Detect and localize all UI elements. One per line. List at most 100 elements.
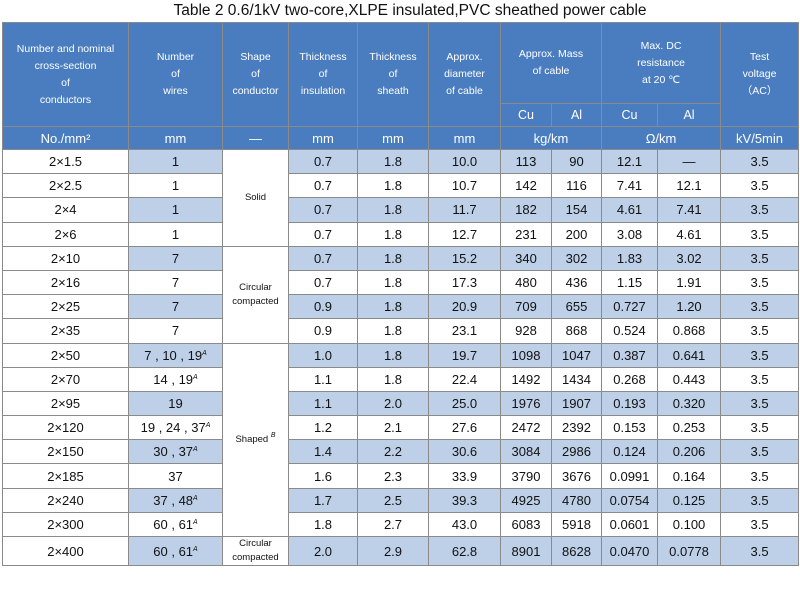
header-line: of — [318, 68, 328, 80]
voltage-cell: 3.5 — [720, 221, 800, 247]
res-al-cell: 1.20 — [657, 294, 722, 320]
sheath-cell: 2.3 — [357, 463, 429, 489]
header-line: Thickness — [299, 51, 347, 63]
mass-cu-cell: 1098 — [500, 342, 552, 368]
wires-cell: 7 — [128, 269, 223, 296]
table-row: 2×35 7 0.9 1.8 23.1 928 868 0.524 0.868 3.5 — [2, 318, 800, 344]
mass-al-cell: 655 — [550, 294, 603, 320]
diameter-cell: 22.4 — [428, 366, 501, 392]
sheath-cell: 1.8 — [357, 173, 429, 199]
res-cu-cell: 0.0991 — [601, 463, 659, 489]
table-row: 2×1.5 1 Solid 0.7 1.8 10.0 113 90 12.1—3.5 — [2, 148, 800, 247]
header-subrow: Cu Al Cu Al — [3, 103, 799, 127]
shape-cell: Solid — [222, 149, 289, 247]
header-line: cross-section — [34, 59, 97, 72]
res-cu-cell: 0.124 — [601, 439, 659, 465]
mass-cu-cell: 3790 — [500, 463, 552, 489]
wires-value: 7 — [171, 299, 180, 315]
section-cell: 2×2.5 — [2, 173, 129, 199]
section-cell: 2×4 — [2, 197, 129, 223]
voltage-cell: 3.5 — [720, 342, 800, 368]
diameter-cell: 62.8 — [428, 536, 501, 566]
mass-cu-cell: 928 — [500, 318, 552, 344]
insulation-cell: 1.6 — [288, 463, 358, 489]
mass-al-cell: 90 — [550, 148, 603, 175]
sheath-cell: 2.5 — [357, 487, 429, 513]
diameter-cell: 33.9 — [428, 463, 501, 489]
res-cu-cell: 0.0470 — [601, 536, 659, 566]
header-res-al: Al — [657, 103, 722, 127]
mass-al-cell: 2986 — [550, 439, 603, 465]
insulation-cell: 1.8 — [288, 511, 358, 538]
wires-value: 60 , 61 — [153, 516, 194, 532]
diameter-cell: 27.6 — [428, 415, 501, 441]
res-al-cell: 0.125 — [657, 487, 722, 513]
diameter-cell: 39.3 — [428, 487, 501, 513]
unit-mass: kg/km — [499, 126, 603, 150]
shape-label: Solid — [244, 191, 267, 203]
sheath-cell: 2.9 — [357, 536, 429, 566]
header-mass: Approx. Mass of cable — [499, 22, 603, 104]
section-cell: 2×300 — [2, 511, 129, 538]
header-line: of — [251, 68, 260, 80]
cable-spec-table: Number and nominal cross-section of conduct… — [2, 22, 800, 566]
header-line: Approx. — [446, 51, 483, 63]
shape-cell: Circular compacted — [222, 536, 289, 566]
voltage-cell: 3.5 — [720, 366, 800, 392]
diameter-cell: 25.0 — [428, 390, 501, 417]
diameter-cell: 10.0 — [428, 148, 501, 175]
res-al-cell: 0.0778 — [657, 536, 722, 566]
header-line: sheath — [377, 85, 409, 97]
insulation-cell: 2.0 — [288, 536, 358, 566]
table-row: 2×240 37 , 48A 1.7 2.5 39.3 4925 4780 0.0754 0.1… — [2, 487, 800, 513]
insulation-cell: 1.0 — [288, 342, 358, 368]
wires-value: 7 , 10 , 19 — [144, 347, 203, 363]
header-line: conductors — [39, 93, 92, 106]
sheath-cell: 1.8 — [357, 269, 429, 296]
insulation-cell: 1.4 — [288, 439, 358, 465]
voltage-cell: 3.5 — [720, 390, 800, 417]
header-line: of — [61, 76, 70, 89]
section-cell: 2×240 — [2, 487, 129, 513]
sheath-cell: 2.0 — [357, 390, 429, 417]
shape-cell: Circular compacted — [222, 245, 289, 344]
shape-label: Shaped — [235, 433, 269, 445]
insulation-cell: 0.9 — [288, 318, 358, 344]
voltage-cell: 3.5 — [720, 245, 800, 271]
res-cu-cell: 1.83 — [601, 245, 659, 271]
insulation-cell: 1.7 — [288, 487, 358, 513]
insulation-cell: 0.7 — [288, 221, 358, 247]
table-row: 2×95 19 1.1 2.0 25.0 1976 1907 0.193 0.320 3.5 — [2, 390, 800, 417]
res-cu-cell: 0.0601 — [601, 511, 659, 538]
header-line: Approx. Mass — [518, 48, 584, 60]
header-row: Number and nominal cross-section of conduct… — [2, 22, 800, 127]
voltage-cell: 3.5 — [720, 197, 800, 223]
diameter-cell: 43.0 — [428, 511, 501, 538]
diameter-cell: 11.7 — [428, 197, 501, 223]
diameter-cell: 17.3 — [428, 269, 501, 296]
res-al-cell: 0.100 — [657, 511, 722, 538]
res-cu-cell: 0.193 — [601, 390, 659, 417]
table-row: 2×6 1 0.7 1.8 12.7 231 200 3.08 4.61 3.5 — [2, 221, 800, 247]
mass-cu-cell: 340 — [500, 245, 552, 271]
res-al-cell: 1.91 — [657, 269, 722, 296]
wires-value: 1 — [171, 202, 180, 218]
table-row: 2×120 19 , 24 , 37A 1.2 2.1 27.6 2472 2392 0.15… — [2, 415, 800, 441]
diameter-cell: 15.2 — [428, 245, 501, 271]
res-al-cell: — — [657, 148, 722, 175]
wires-cell: 7 — [128, 245, 223, 271]
res-cu-cell: 0.0754 — [601, 487, 659, 513]
mass-al-cell: 436 — [550, 269, 603, 296]
header-line: insulation — [300, 85, 346, 97]
res-al-cell: 0.164 — [657, 463, 722, 489]
mass-cu-cell: 480 — [500, 269, 552, 296]
res-al-cell: 0.320 — [657, 390, 722, 417]
res-cu-cell: 0.524 — [601, 318, 659, 344]
shape-label: compacted — [232, 552, 279, 563]
wires-footnote: A — [193, 518, 198, 526]
sheath-cell: 2.2 — [357, 439, 429, 465]
wires-cell: 7 — [128, 318, 223, 344]
wires-value: 30 , 37 — [153, 444, 194, 460]
res-al-cell: 4.61 — [657, 221, 722, 247]
mass-cu-cell: 113 — [500, 148, 552, 175]
